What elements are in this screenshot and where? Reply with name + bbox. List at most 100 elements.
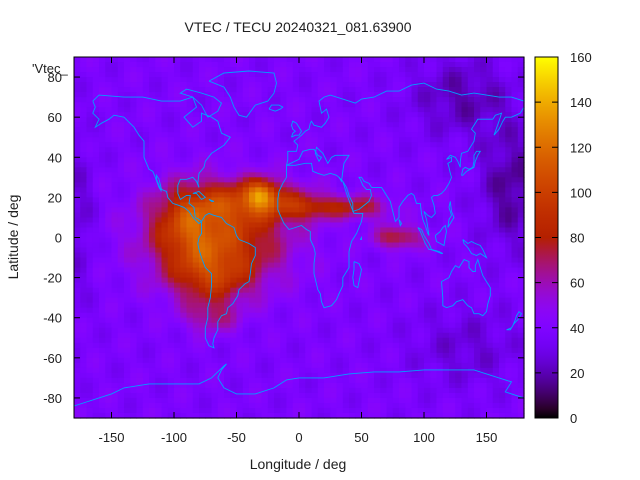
heatmap-cell	[249, 322, 256, 329]
heatmap-cell	[442, 112, 450, 118]
heatmap-cell	[192, 192, 200, 198]
heatmap-cell	[124, 247, 131, 254]
heatmap-cell	[336, 327, 344, 334]
heatmap-cell	[274, 297, 281, 304]
heatmap-cell	[505, 317, 513, 324]
heatmap-cell	[192, 232, 200, 239]
heatmap-cell	[86, 252, 94, 259]
heatmap-cell	[242, 277, 250, 284]
heatmap-cell	[324, 312, 331, 319]
heatmap-cell	[105, 177, 113, 183]
heatmap-cell	[161, 337, 169, 344]
heatmap-cell	[380, 157, 388, 163]
heatmap-cell	[99, 217, 106, 224]
heatmap-cell	[455, 387, 463, 394]
heatmap-cell	[142, 377, 150, 384]
heatmap-cell	[286, 367, 294, 374]
heatmap-cell	[317, 262, 325, 269]
heatmap-cell	[199, 402, 206, 409]
heatmap-cell	[205, 387, 213, 394]
heatmap-cell	[386, 142, 394, 148]
heatmap-cell	[249, 87, 256, 93]
heatmap-cell	[99, 97, 106, 103]
heatmap-cell	[211, 107, 219, 113]
heatmap-cell	[330, 187, 338, 193]
heatmap-cell	[430, 347, 438, 354]
heatmap-cell	[330, 202, 338, 209]
heatmap-cell	[280, 357, 288, 364]
heatmap-cell	[292, 87, 300, 93]
heatmap-cell	[211, 287, 219, 294]
heatmap-cell	[349, 147, 356, 153]
heatmap-cell	[311, 187, 319, 193]
heatmap-cell	[292, 67, 300, 73]
heatmap-cell	[361, 222, 369, 229]
heatmap-cell	[161, 57, 169, 63]
heatmap-cell	[199, 397, 206, 404]
heatmap-cell	[299, 57, 306, 63]
heatmap-cell	[242, 162, 250, 168]
heatmap-cell	[286, 132, 294, 138]
heatmap-cell	[299, 282, 306, 289]
heatmap-cell	[461, 302, 469, 309]
heatmap-cell	[467, 67, 475, 73]
heatmap-cell	[517, 157, 525, 163]
heatmap-cell	[499, 72, 506, 78]
heatmap-cell	[374, 62, 381, 68]
heatmap-cell	[480, 197, 488, 203]
heatmap-cell	[367, 67, 375, 73]
heatmap-cell	[192, 67, 200, 73]
heatmap-cell	[311, 237, 319, 244]
heatmap-cell	[367, 187, 375, 193]
heatmap-cell	[349, 132, 356, 138]
heatmap-cell	[192, 262, 200, 269]
heatmap-cell	[367, 82, 375, 88]
heatmap-cell	[99, 232, 106, 239]
heatmap-cell	[255, 377, 263, 384]
heatmap-cell	[261, 282, 269, 289]
heatmap-cell	[80, 157, 88, 163]
heatmap-cell	[442, 57, 450, 63]
heatmap-cell	[324, 357, 331, 364]
heatmap-cell	[130, 287, 138, 294]
heatmap-cell	[149, 247, 156, 254]
heatmap-cell	[86, 332, 94, 339]
heatmap-cell	[330, 257, 338, 264]
heatmap-cell	[342, 222, 350, 229]
heatmap-cell	[180, 182, 188, 188]
heatmap-cell	[280, 142, 288, 148]
heatmap-cell	[430, 392, 438, 399]
heatmap-cell	[236, 382, 244, 389]
heatmap-cell	[511, 87, 519, 93]
heatmap-cell	[249, 357, 256, 364]
heatmap-cell	[255, 147, 263, 153]
heatmap-cell	[199, 207, 206, 214]
heatmap-cell	[155, 162, 163, 168]
heatmap-cell	[442, 172, 450, 178]
heatmap-cell	[467, 392, 475, 399]
heatmap-cell	[449, 342, 456, 349]
heatmap-cell	[261, 277, 269, 284]
heatmap-cell	[492, 97, 500, 103]
heatmap-cell	[467, 212, 475, 219]
heatmap-cell	[236, 282, 244, 289]
heatmap-cell	[149, 207, 156, 214]
heatmap-cell	[374, 247, 381, 254]
heatmap-cell	[292, 107, 300, 113]
heatmap-cell	[86, 352, 94, 359]
heatmap-cell	[486, 117, 494, 123]
heatmap-cell	[249, 342, 256, 349]
heatmap-cell	[136, 207, 144, 214]
heatmap-cell	[230, 137, 238, 143]
heatmap-cell	[211, 392, 219, 399]
heatmap-cell	[292, 147, 300, 153]
heatmap-cell	[517, 302, 525, 309]
heatmap-cell	[399, 92, 406, 98]
heatmap-cell	[130, 127, 138, 133]
heatmap-cell	[236, 172, 244, 178]
heatmap-cell	[130, 167, 138, 173]
heatmap-cell	[517, 332, 525, 339]
heatmap-cell	[86, 357, 94, 364]
heatmap-cell	[255, 367, 263, 374]
heatmap-cell	[311, 167, 319, 173]
